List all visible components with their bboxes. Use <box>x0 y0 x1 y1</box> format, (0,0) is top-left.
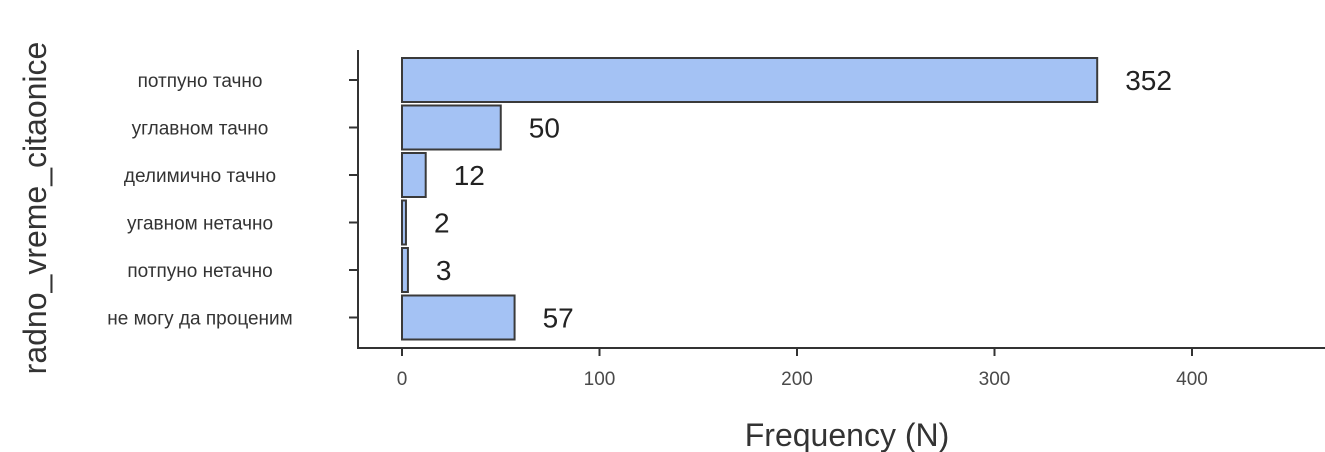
category-labels-group: потпуно тачно углавном тачно делимично тач… <box>107 71 292 330</box>
bar <box>401 57 1099 103</box>
category-label: угавном нетачно <box>127 214 273 235</box>
bar <box>401 294 516 341</box>
x-tick-label: 300 <box>979 369 1011 390</box>
x-tick-label: 0 <box>397 369 408 390</box>
x-ticks-group: 0 100 200 300 400 <box>397 348 1208 390</box>
bar <box>401 247 409 293</box>
bar <box>401 199 407 246</box>
category-label: делимично тачно <box>124 166 276 187</box>
x-tick-label: 200 <box>781 369 813 390</box>
bar-value-label: 12 <box>454 160 485 191</box>
x-axis-title: Frequency (N) <box>745 417 950 452</box>
category-label: потпуно тачно <box>138 71 263 92</box>
bar-value-label: 57 <box>543 303 574 334</box>
value-labels-group: 352 50 122 3 57 <box>434 65 1172 334</box>
bar-value-label: 2 <box>434 208 450 239</box>
x-tick-label: 400 <box>1176 369 1208 390</box>
bar-value-label: 50 <box>529 113 560 144</box>
bars-group <box>401 57 1099 341</box>
category-label: не могу да проценим <box>107 309 292 330</box>
category-label: углавном тачно <box>132 119 269 140</box>
y-axis-title: radno_vreme_citaonice <box>17 42 53 375</box>
y-axis-title-group: radno_vreme_citaonice <box>17 42 53 375</box>
y-tick-marks-group <box>349 79 358 319</box>
bar-value-label: 352 <box>1125 65 1172 96</box>
bar <box>401 152 427 198</box>
category-label: потпуно нетачно <box>127 261 272 282</box>
bar <box>401 104 502 151</box>
x-tick-label: 100 <box>584 369 616 390</box>
bar-value-label: 3 <box>436 255 452 286</box>
